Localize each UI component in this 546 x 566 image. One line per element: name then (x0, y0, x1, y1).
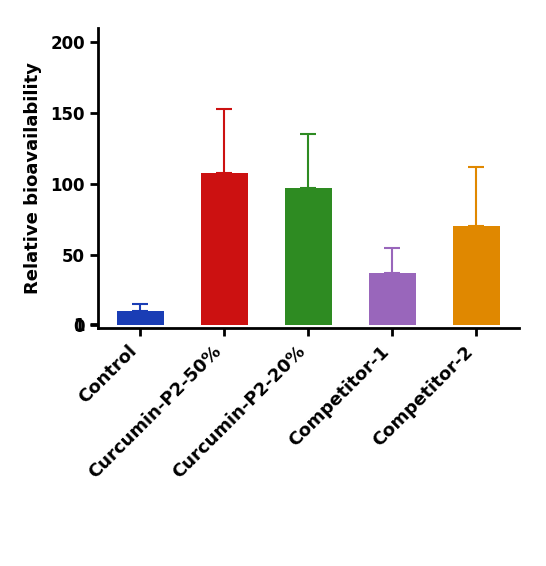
Bar (201, 173, 247, 325)
Y-axis label: Relative bioavailability: Relative bioavailability (24, 62, 42, 294)
Bar (286, 188, 331, 325)
Bar (370, 273, 416, 325)
Bar (117, 311, 164, 325)
Bar (453, 226, 500, 325)
